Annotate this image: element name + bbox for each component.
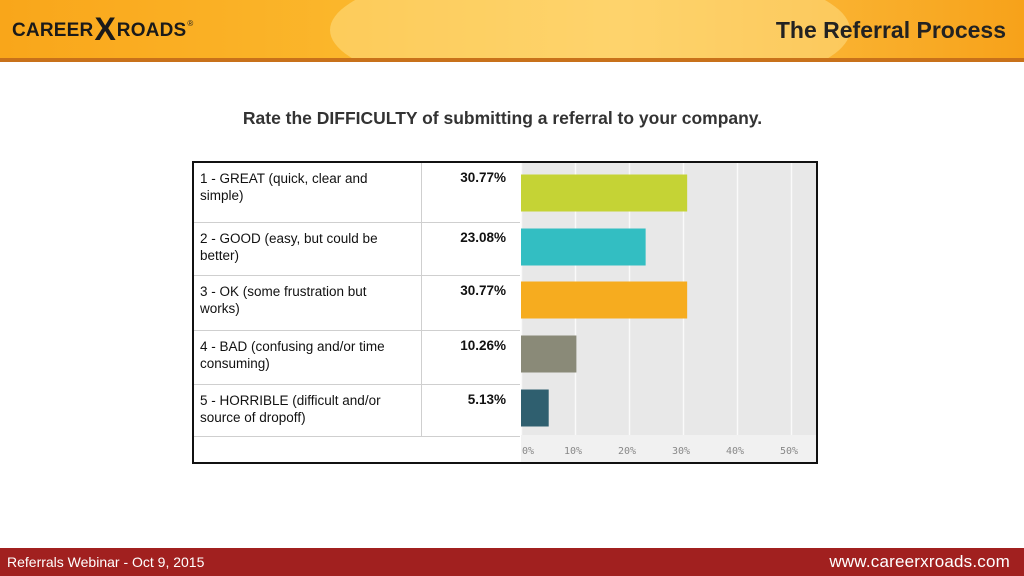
answer-percent: 23.08% bbox=[460, 230, 506, 245]
answer-label: 2 - GOOD (easy, but could be better) bbox=[200, 231, 378, 263]
x-tick-label: 20% bbox=[618, 446, 636, 457]
logo-word-career: CAREER bbox=[12, 20, 94, 41]
x-tick-label: 50% bbox=[780, 446, 798, 457]
footer-bar: Referrals Webinar - Oct 9, 2015 www.care… bbox=[0, 548, 1024, 576]
x-tick-label: 30% bbox=[672, 446, 690, 457]
x-tick-label: 0% bbox=[522, 446, 534, 457]
header-band: CAREER X ROADS ® The Referral Process bbox=[0, 0, 1024, 58]
logo-word-roads: ROADS bbox=[116, 20, 187, 41]
table-row: 1 - GREAT (quick, clear and simple) 30.7… bbox=[194, 163, 520, 223]
answer-label: 4 - BAD (confusing and/or time consuming… bbox=[200, 339, 385, 371]
answer-percent: 30.77% bbox=[460, 170, 506, 185]
table-row: 3 - OK (some frustration but works) 30.7… bbox=[194, 276, 520, 331]
header-swoosh bbox=[330, 0, 850, 58]
table-row: 2 - GOOD (easy, but could be better) 23.… bbox=[194, 223, 520, 276]
bar bbox=[521, 335, 577, 373]
bar bbox=[521, 228, 646, 266]
answer-label: 1 - GREAT (quick, clear and simple) bbox=[200, 171, 368, 203]
logo-registered-mark: ® bbox=[187, 19, 194, 28]
bar bbox=[521, 389, 549, 427]
table-row: 4 - BAD (confusing and/or time consuming… bbox=[194, 331, 520, 385]
answer-percent: 30.77% bbox=[460, 283, 506, 298]
bar bbox=[521, 174, 688, 212]
footer-website: www.careerxroads.com bbox=[829, 552, 1010, 571]
bar-chart: 0% 10% 20% 30% 40% 50% bbox=[521, 163, 816, 462]
answer-percent: 5.13% bbox=[467, 392, 506, 407]
x-tick-label: 40% bbox=[726, 446, 744, 457]
slide-title: The Referral Process bbox=[775, 17, 1006, 43]
bar bbox=[521, 281, 688, 319]
careerxroads-logo: CAREER X ROADS ® bbox=[12, 11, 194, 47]
footer-webinar-info: Referrals Webinar - Oct 9, 2015 bbox=[7, 554, 205, 570]
answer-label: 3 - OK (some frustration but works) bbox=[200, 284, 367, 316]
x-tick-label: 10% bbox=[564, 446, 582, 457]
answer-label: 5 - HORRIBLE (difficult and/or source of… bbox=[200, 393, 381, 425]
results-table: 1 - GREAT (quick, clear and simple) 30.7… bbox=[192, 161, 818, 464]
answer-percent: 10.26% bbox=[460, 338, 506, 353]
logo-x-mark: X bbox=[94, 11, 116, 47]
table-row: 5 - HORRIBLE (difficult and/or source of… bbox=[194, 385, 520, 437]
header-rule bbox=[0, 58, 1024, 62]
survey-question: Rate the DIFFICULTY of submitting a refe… bbox=[242, 108, 763, 128]
column-divider bbox=[421, 163, 422, 436]
